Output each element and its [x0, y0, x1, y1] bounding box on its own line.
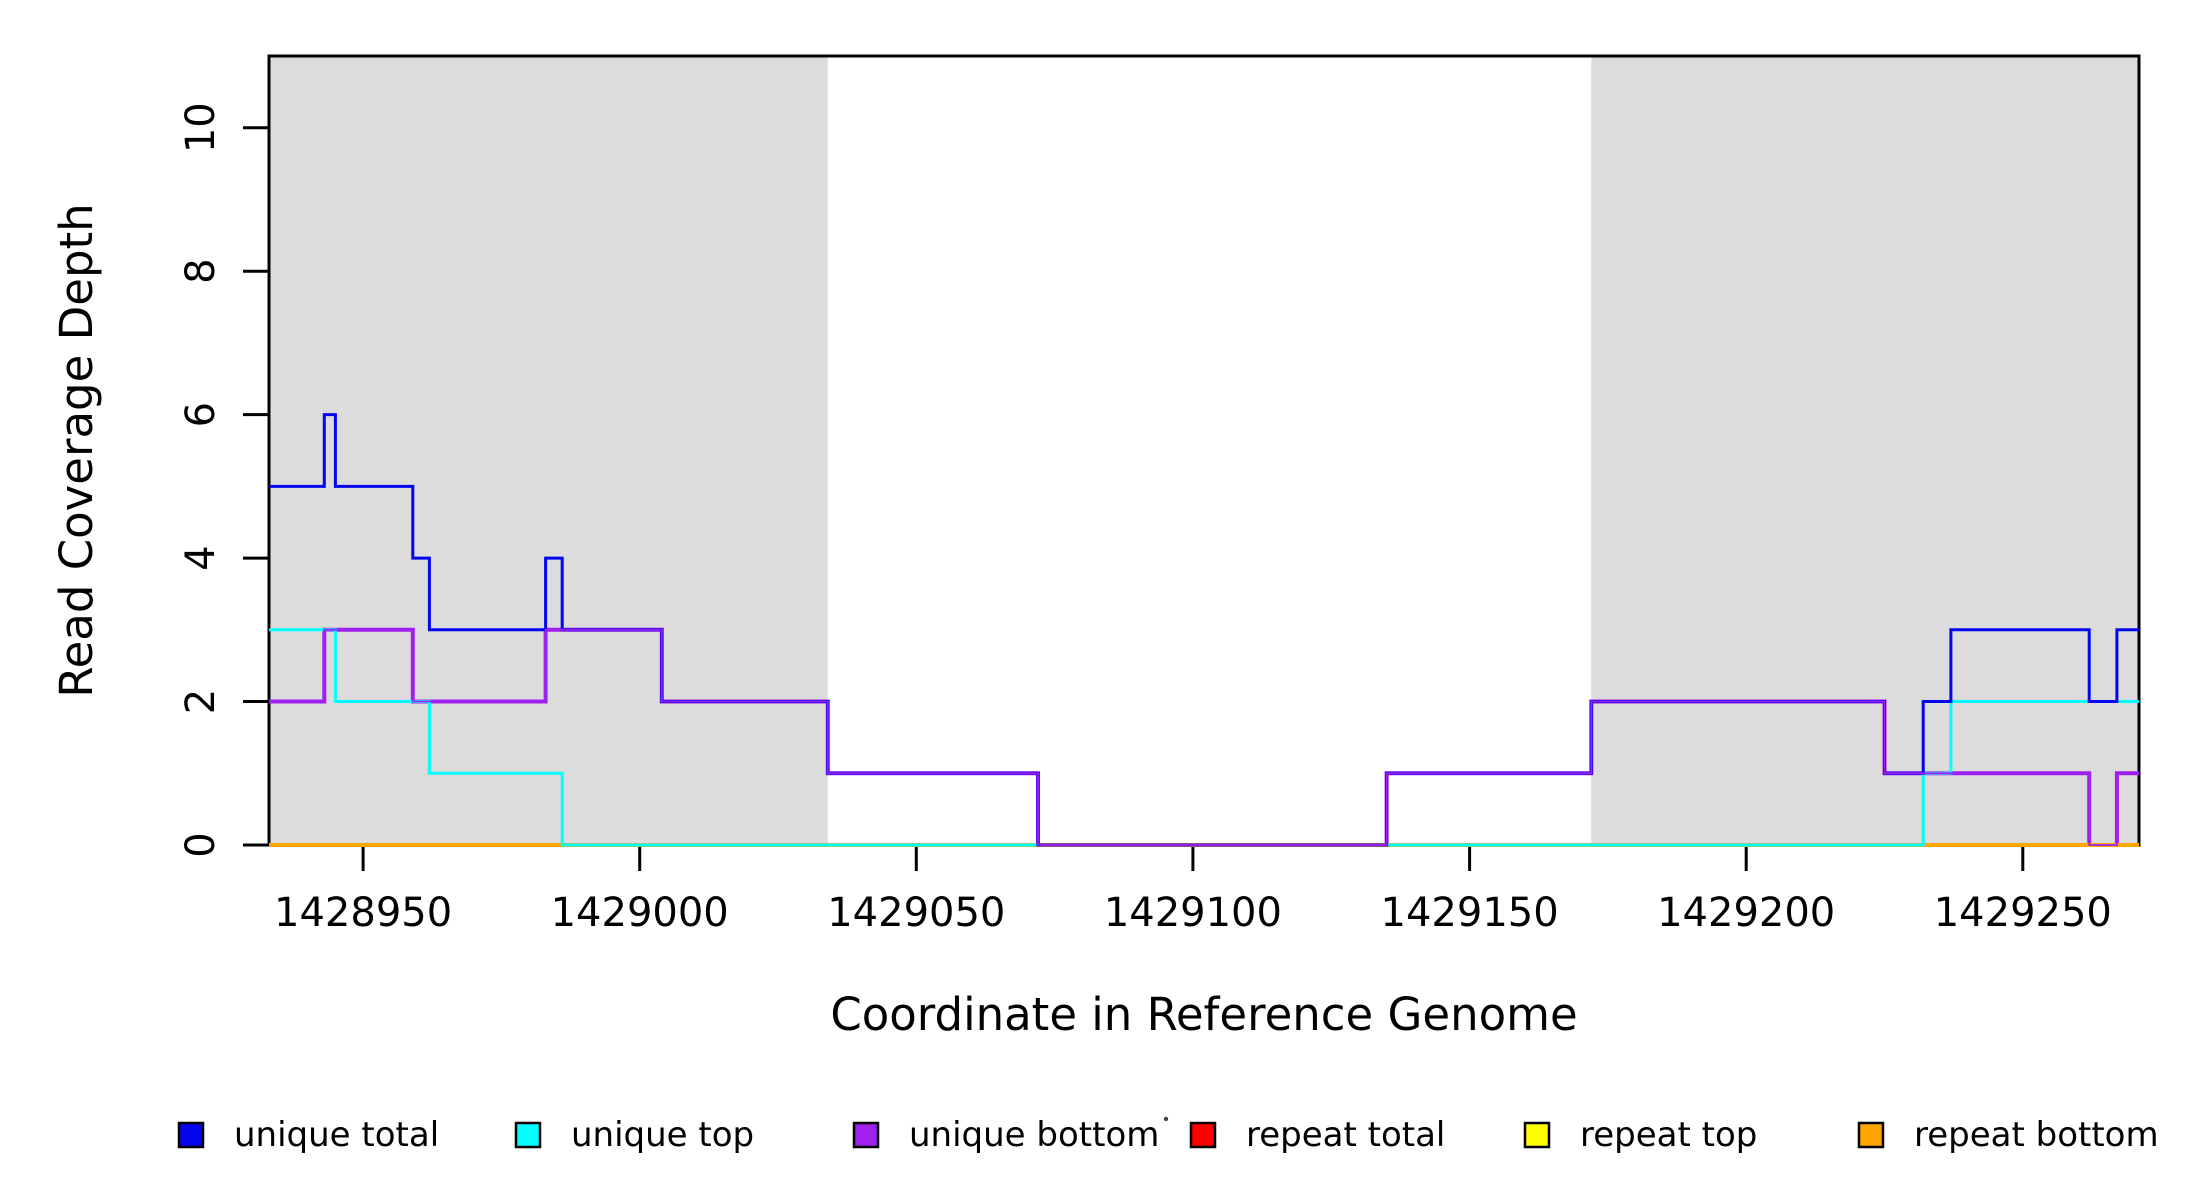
legend-label-repeat-top: repeat top: [1580, 1115, 1757, 1155]
x-tick-label: 1429200: [1657, 890, 1835, 936]
legend-swatch-repeat-top: [1523, 1121, 1551, 1149]
x-tick-label: 1428950: [274, 890, 452, 936]
x-axis-title: Coordinate in Reference Genome: [830, 988, 1577, 1041]
x-tick-label: 1429100: [1104, 890, 1282, 936]
y-tick-label: 4: [178, 545, 224, 570]
legend-label-unique-bottom: unique bottom: [909, 1115, 1159, 1155]
y-tick-label: 0: [178, 832, 224, 857]
legend-swatch-repeat-bottom: [1857, 1121, 1885, 1149]
legend-swatch-unique-bottom: [852, 1121, 880, 1149]
y-tick-label: 10: [178, 102, 224, 153]
series-line-unique-top: [269, 628, 2139, 847]
x-tick-label: 1429050: [827, 890, 1005, 936]
legend-label-repeat-total: repeat total: [1246, 1115, 1445, 1155]
legend-label-repeat-bottom: repeat bottom: [1914, 1115, 2159, 1155]
shaded-region: [269, 56, 828, 845]
y-tick-label: 8: [178, 258, 224, 283]
y-axis-title: Read Coverage Depth: [50, 203, 103, 697]
stray-mark: [1163, 1116, 1169, 1122]
x-tick-label: 1429150: [1381, 890, 1559, 936]
legend-swatch-unique-total: [177, 1121, 205, 1149]
x-tick-label: 1429000: [551, 890, 729, 936]
shaded-region: [1591, 56, 2139, 845]
x-tick-label: 1429250: [1934, 890, 2112, 936]
series-line-unique-bottom-overlay: [269, 628, 2139, 846]
legend-swatch-unique-top: [514, 1121, 542, 1149]
legend-label-unique-top: unique top: [571, 1115, 754, 1155]
y-tick-label: 2: [178, 689, 224, 714]
legend-swatch-repeat-total: [1189, 1121, 1217, 1149]
legend-label-unique-total: unique total: [234, 1115, 439, 1155]
y-tick-label: 6: [178, 402, 224, 427]
